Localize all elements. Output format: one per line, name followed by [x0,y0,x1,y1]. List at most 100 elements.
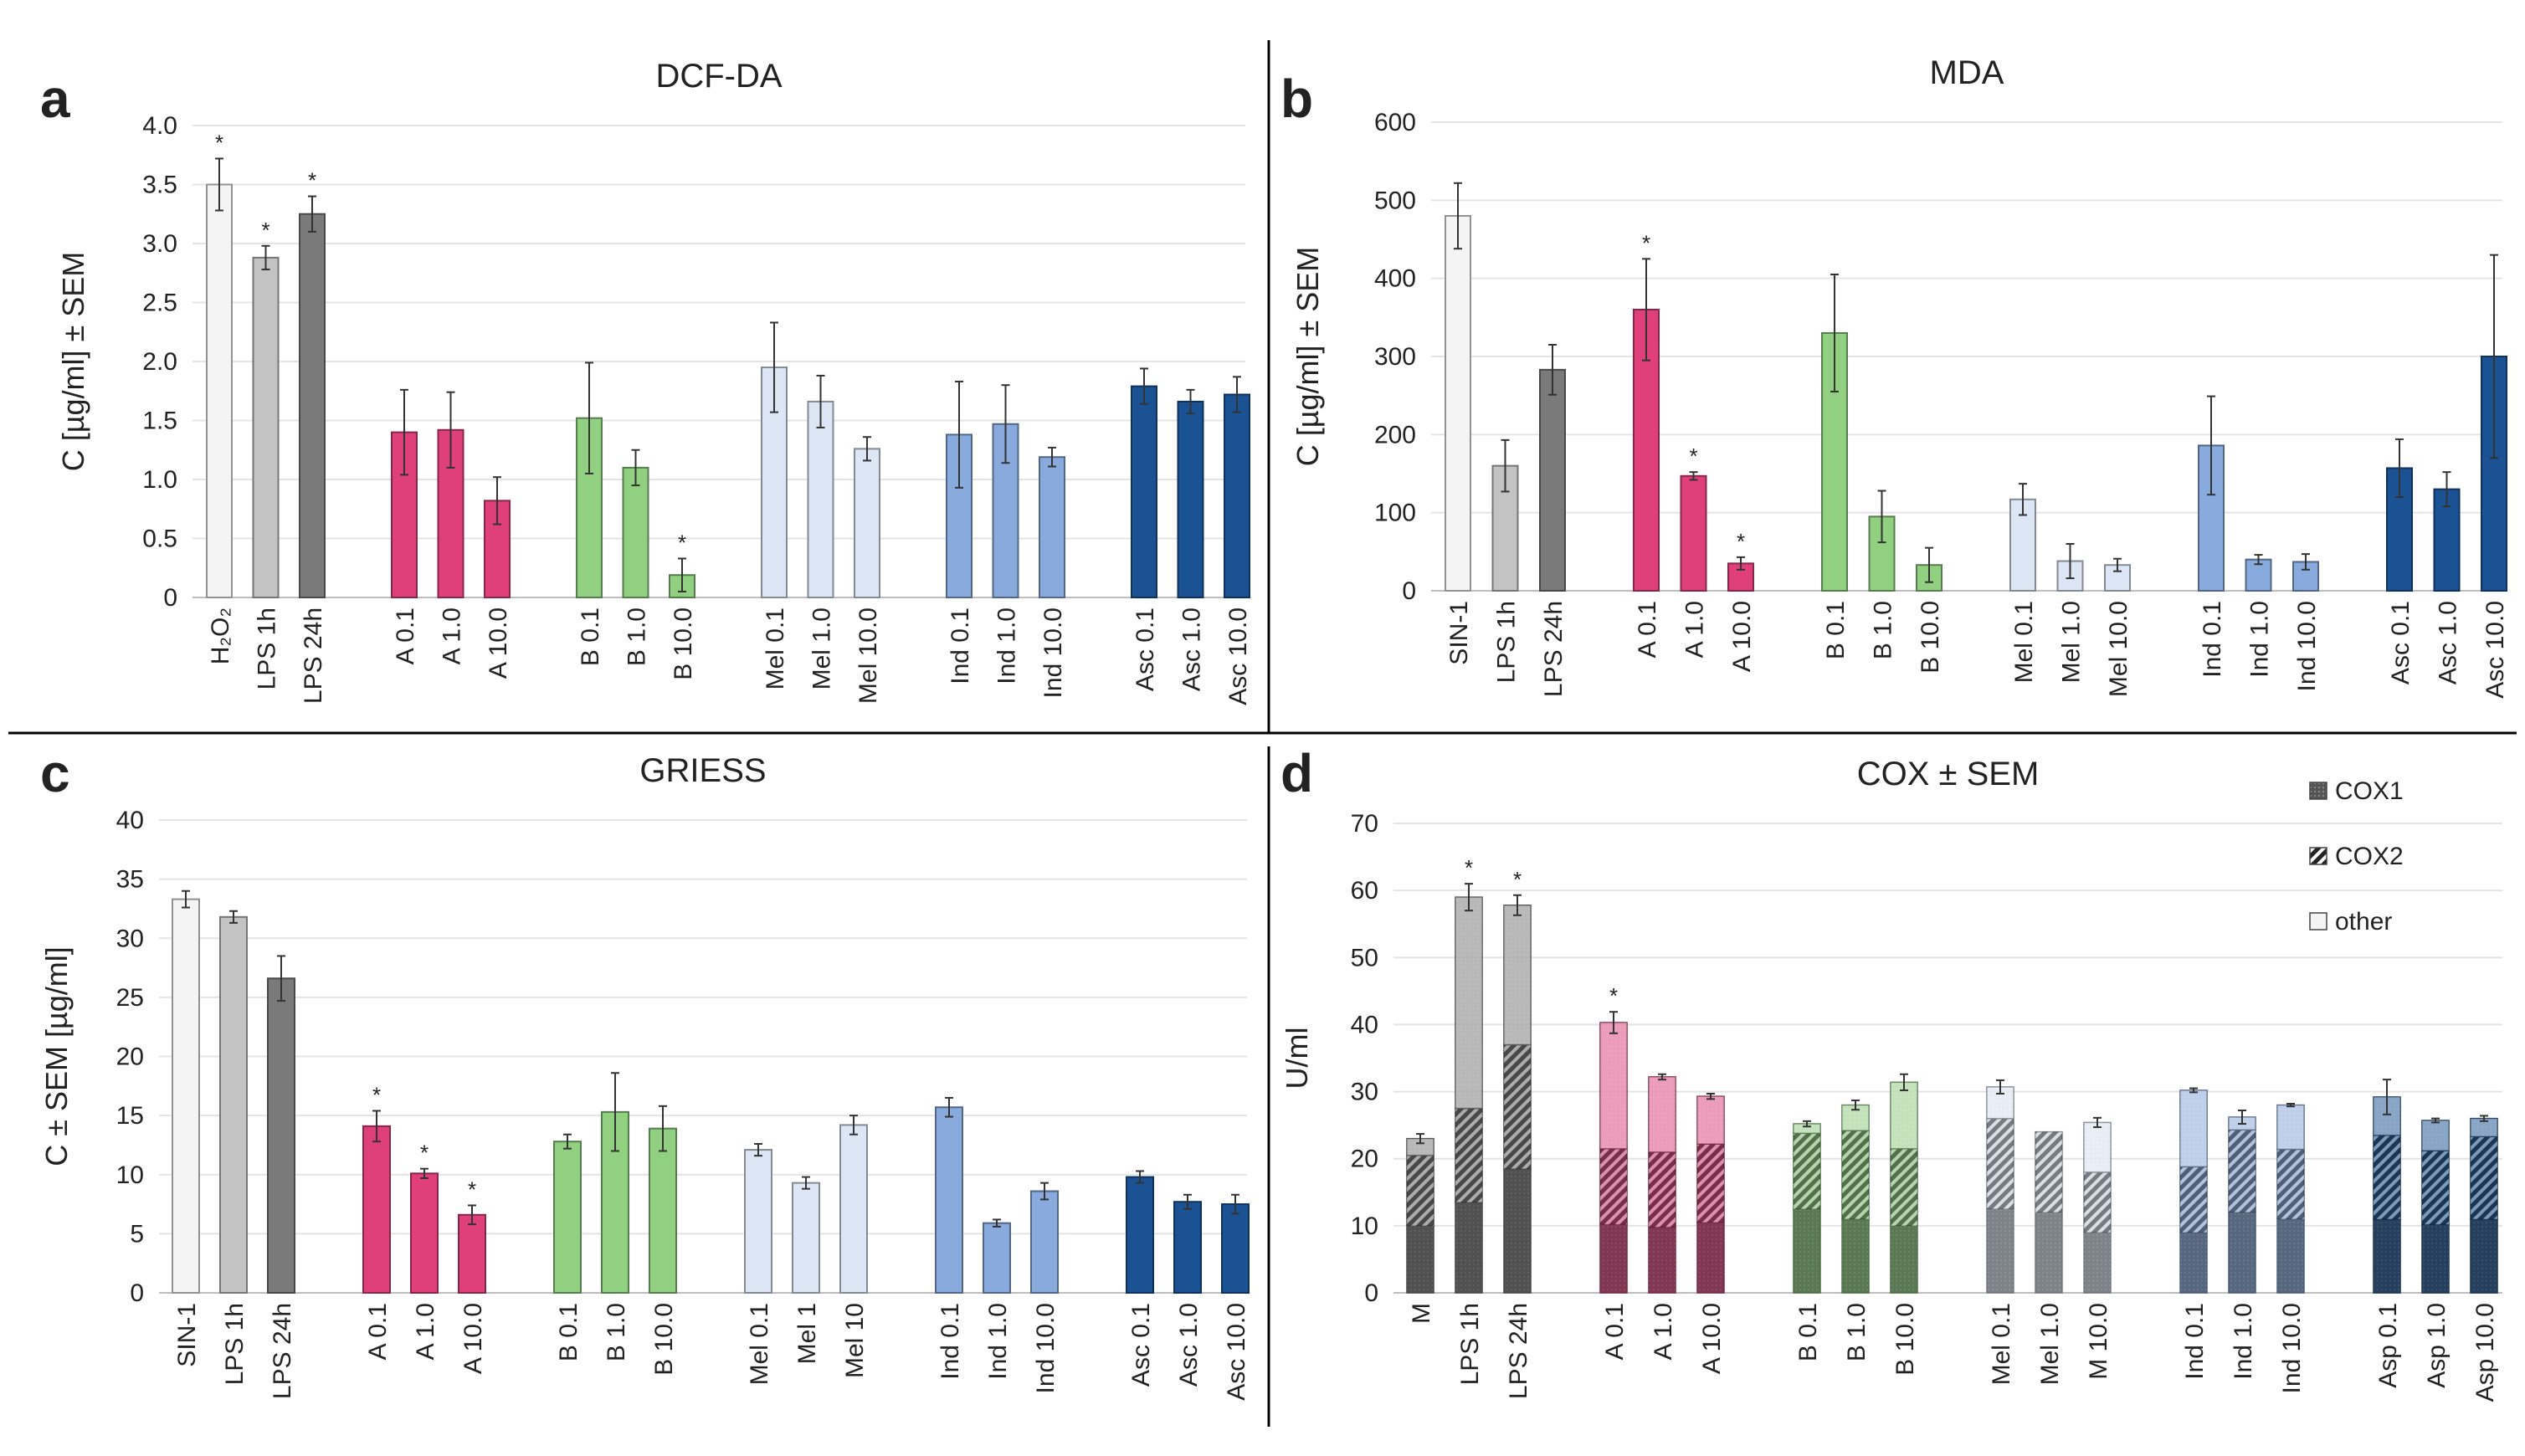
y-tick-label: 70 [1351,810,1378,838]
x-category-label: Ind 1.0 [993,608,1021,684]
x-category-label: A 1.0 [439,608,466,664]
bar [1131,385,1157,598]
y-tick-label: 0.5 [142,525,177,553]
bar [1030,1190,1059,1295]
bar-texture [2084,1232,2111,1293]
bar [1173,1201,1202,1295]
y-tick-label: 1.0 [142,466,177,494]
bar-hatch [2229,1130,2256,1212]
bar-hatch [1455,1108,1482,1202]
y-axis-label: C [µg/ml] ± SEM [56,252,90,472]
chart-layer: a DCF-DA 0 0.5 1.0 1.5 2.0 2.5 3.0 3.5 4.0 C [µg/ml… [39,54,2509,1402]
y-tick-label: 400 [1374,265,1416,293]
legend-swatch-cox1 [2309,782,2327,800]
x-category-label: B 10.0 [670,608,697,680]
legend-label: COX1 [2335,777,2404,805]
chart-title: MDA [1930,54,2004,91]
x-category-label: B 0.1 [1822,601,1850,659]
x-category-label: A 1.0 [412,1303,439,1360]
bar-texture [1697,1096,1724,1145]
y-tick-label: 15 [116,1102,144,1130]
y-axis-label: C [µg/ml] ± SEM [1291,247,1325,467]
bar-texture [1407,1225,1434,1293]
y-tick-label: 0 [1364,1279,1378,1307]
bar [362,1125,391,1295]
x-category-label: Asp 0.1 [2374,1303,2402,1388]
x-category-label: A 10.0 [1698,1303,1726,1374]
bar [622,466,649,599]
significance-star: * [1609,983,1618,1008]
panel-letter: b [1280,69,1313,129]
x-category-label: Mel 1.0 [2058,601,2086,683]
x-category-label: LPS 1h [1493,601,1521,683]
y-tick-label: 0 [163,584,177,612]
y-tick-label: 3.0 [142,230,177,258]
panel-letter: d [1280,743,1313,803]
bar [458,1213,486,1295]
bar-hatch [1600,1148,1627,1225]
bar-texture [2374,1218,2400,1293]
x-category-label: A 0.1 [392,608,419,664]
bar [649,1127,677,1294]
x-category-label: B 0.1 [555,1303,582,1361]
x-category-label: Ind 1.0 [2230,1303,2257,1380]
x-category-label: SIN-1 [1445,601,1473,665]
chart-panel-d: d COX ± SEM 0 10 20 30 40 50 60 70 U/ml M * LPS 1h * LP… [1280,743,2502,1402]
x-category-label: Ind 0.1 [937,1303,964,1380]
bar-hatch [1794,1133,1820,1209]
y-tick-label: 35 [116,866,144,894]
x-category-label: LPS 24h [269,1303,296,1399]
x-category-label: Mel 1 [793,1303,821,1364]
y-tick-label: 30 [1351,1079,1378,1106]
bar [1680,474,1707,592]
bar-texture [2471,1118,2497,1137]
x-category-label: B 10.0 [1917,601,1944,674]
x-category-label: Mel 10.0 [854,608,882,704]
x-category-label: Mel 0.1 [1988,1303,2015,1385]
y-tick-label: 4.0 [142,112,177,140]
x-category-label: Ind 1.0 [2246,601,2274,678]
x-category-label: Asc 10.0 [2481,601,2509,699]
significance-star: * [468,1177,476,1202]
x-category-label: Mel 0.1 [746,1303,773,1385]
x-category-label: M [1408,1303,1435,1324]
panel-letter: a [40,69,70,129]
x-category-label: LPS 24h [300,608,327,704]
significance-star: * [1737,529,1745,554]
bar-texture [1649,1227,1676,1293]
y-tick-label: 10 [116,1161,144,1189]
bar-texture [1455,1202,1482,1293]
x-category-label: Ind 10.0 [1032,1303,1060,1393]
significance-star: * [1513,867,1522,892]
chart-title: DCF-DA [655,58,782,95]
x-category-label: Ind 10.0 [1039,608,1067,698]
x-category-label: Ind 0.1 [2199,601,2226,678]
x-category-label: H₂O₂ [207,608,234,664]
x-category-label: Ind 10.0 [2278,1303,2306,1393]
x-category-label: Mel 10.0 [2105,601,2132,697]
x-category-label: LPS 1h [254,608,281,690]
x-category-label: B 0.1 [577,608,604,666]
bar-texture [2277,1218,2304,1293]
y-tick-label: 200 [1374,421,1416,449]
x-category-label: Asc 10.0 [1223,1303,1250,1401]
bar [267,977,295,1295]
y-tick-label: 20 [1351,1146,1378,1173]
bar-texture [2229,1212,2256,1293]
bar-texture [1649,1076,1676,1152]
x-category-label: A 0.1 [1634,601,1661,658]
bar-texture [2180,1232,2207,1293]
bar-texture [1600,1023,1627,1149]
bar [1539,368,1566,592]
x-category-label: A 1.0 [1650,1303,1677,1360]
bar-hatch [2471,1136,2497,1219]
y-tick-label: 25 [116,984,144,1012]
bar [410,1172,439,1295]
panel-letter: c [40,743,70,803]
y-tick-label: 2.5 [142,290,177,317]
x-category-label: A 1.0 [1681,601,1709,658]
x-category-label: A 0.1 [364,1303,392,1360]
chart-title: COX ± SEM [1857,756,2040,792]
y-tick-label: 40 [116,807,144,834]
chart-panel-b: b MDA 0 100 200 300 400 500 600 C [µg/ml] ± SEM SI… [1280,54,2509,699]
